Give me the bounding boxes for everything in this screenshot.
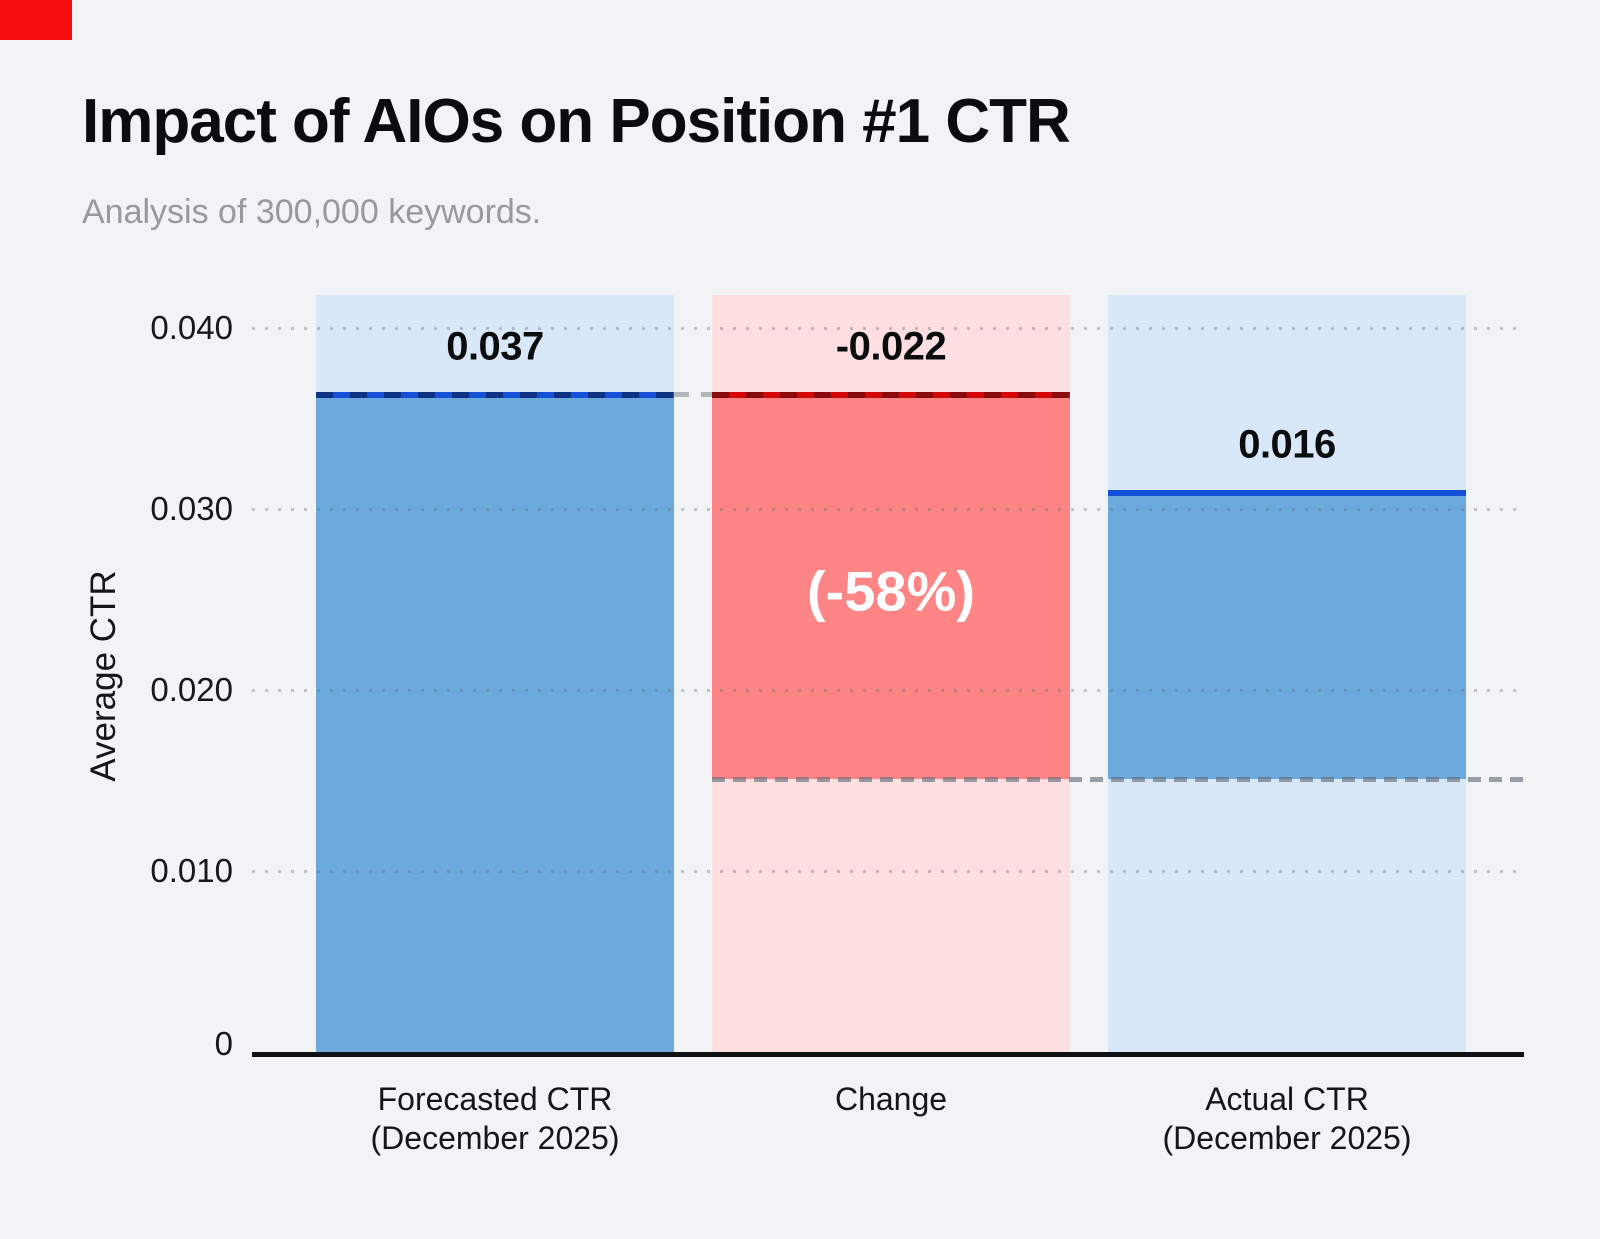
x-axis-label-1: Forecasted CTR (December 2025) [370,1081,620,1156]
y-tick-label-0.010: 0.010 [150,852,233,889]
percent-change-annotation: (-58%) [806,559,976,623]
x-axis-label-2: Change [834,1081,948,1117]
bar-1 [316,395,674,1052]
value-label-2: -0.022 [835,324,947,369]
y-axis-title: Average CTR [84,570,123,782]
y-tick-label-0.030: 0.030 [150,490,233,527]
post-change-reference-dashed-line [712,777,1524,782]
x-axis-line [252,1052,1524,1057]
value-label-1: 0.037 [446,324,544,369]
forecast-level-gap-dash [674,392,712,397]
bar-top-line-dashes-2 [712,392,1070,398]
y-tick-label-0.040: 0.040 [150,309,233,346]
bar-2 [712,395,1070,779]
chart-title: Impact of AIOs on Position #1 CTR [82,87,1071,156]
y-tick-label-0.020: 0.020 [150,671,233,708]
brand-logo-mark [0,0,72,40]
bar-top-line-dashes-1 [316,392,674,398]
gridline-0.020 [252,689,1524,692]
gridline-0.010 [252,870,1524,873]
x-axis-label-3: Actual CTR (December 2025) [1162,1081,1412,1156]
gridline-0.030 [252,508,1524,511]
bar-3 [1108,493,1466,779]
value-label-3: 0.016 [1238,422,1336,467]
chart-subtitle: Analysis of 300,000 keywords. [82,193,542,231]
y-tick-label-0: 0 [214,1025,233,1062]
gridline-0.040 [252,327,1524,330]
bar-top-line-3 [1108,490,1466,496]
